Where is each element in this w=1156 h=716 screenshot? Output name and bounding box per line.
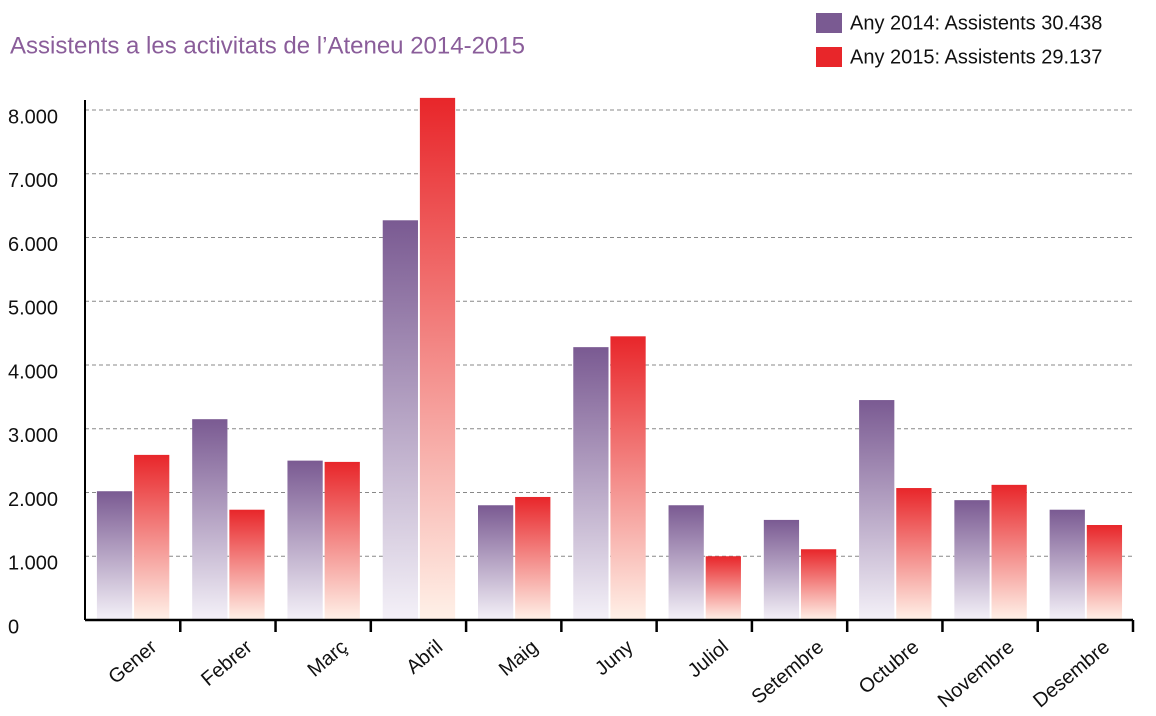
y-tick-label: 1.000 [8,553,58,575]
bar [668,505,704,620]
x-tick-label: Octubre [855,636,924,699]
bar [478,505,514,620]
bar [287,460,323,620]
bar [382,220,418,620]
legend-swatch [816,47,842,67]
bar [800,549,837,620]
bar [991,484,1027,620]
bar [763,519,800,620]
bar [954,500,990,620]
legend-label: Any 2015: Assistents 29.137 [850,46,1102,68]
y-tick-label: 2.000 [8,489,58,511]
y-tick-label: 6.000 [8,234,58,256]
bar [134,454,170,620]
bar [1049,509,1085,620]
chart-title: Assistents a les activitats de l’Ateneu … [10,32,525,59]
x-tick-label: Maig [495,636,542,681]
x-tick-label: Abril [402,636,447,679]
y-tick-label: 7.000 [8,170,58,192]
y-tick-label: 0 [8,616,19,638]
y-tick-label: 3.000 [8,425,58,447]
x-tick-label: Gener [105,636,162,689]
x-tick-label: Novembre [934,636,1019,712]
bar [324,461,360,620]
y-tick-label: 4.000 [8,361,58,383]
bar [515,496,551,620]
y-tick-label: 5.000 [8,298,58,320]
bar [96,491,133,620]
bar [229,509,265,620]
x-tick-label: Juliol [684,636,733,682]
bar [859,400,895,620]
bar [896,488,932,620]
bar [1086,525,1123,620]
bar [419,97,456,620]
x-tick-label: Desembre [1029,636,1114,712]
x-tick-label: Juny [591,636,638,680]
bar [192,419,228,620]
legend-label: Any 2014: Assistents 30.438 [850,12,1102,34]
legend-swatch [816,13,842,33]
bar [573,347,609,620]
y-tick-label: 8.000 [8,106,58,128]
x-tick-label: Febrer [197,636,257,691]
bar [705,556,741,620]
bar [610,336,646,620]
x-tick-label: Setembre [748,636,829,709]
x-tick-label: Març [304,636,352,681]
